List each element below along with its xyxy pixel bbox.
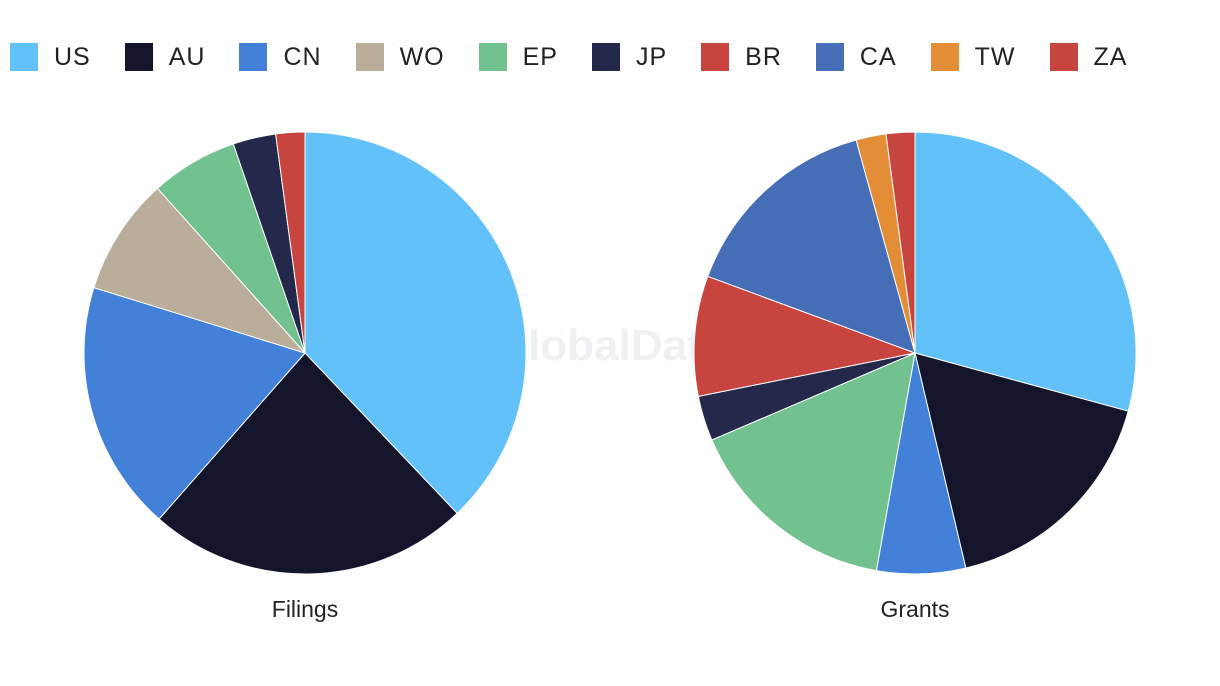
chart-legend: US AU CN WO EP JP BR CA TW ZA bbox=[10, 40, 1161, 74]
pie-slice-br bbox=[693, 275, 917, 397]
legend-swatch bbox=[239, 43, 268, 71]
pie-grants bbox=[693, 131, 1137, 575]
pie-slice-cn bbox=[83, 287, 306, 520]
pie-filings bbox=[83, 131, 527, 575]
legend-label: US bbox=[54, 42, 91, 71]
pie-slice-ca bbox=[707, 139, 916, 354]
pie-title-grants: Grants bbox=[880, 596, 949, 622]
pie-slice-au bbox=[914, 352, 1129, 569]
legend-swatch bbox=[591, 43, 620, 71]
legend-item-us: US bbox=[10, 43, 91, 72]
legend-item-cn: CN bbox=[239, 43, 321, 72]
pie-slice-za bbox=[885, 131, 916, 354]
legend-item-ca: CA bbox=[815, 42, 897, 72]
legend-label: EP bbox=[522, 42, 558, 71]
legend-swatch bbox=[930, 43, 959, 71]
legend-label: JP bbox=[635, 42, 668, 71]
pie-slice-za bbox=[275, 131, 306, 354]
legend-label: TW bbox=[974, 42, 1016, 71]
legend-label: CA bbox=[859, 42, 897, 71]
legend-label: WO bbox=[399, 42, 445, 71]
legend-item-ep: EP bbox=[478, 42, 558, 72]
pie-slice-us bbox=[914, 131, 1137, 412]
legend-label: AU bbox=[168, 42, 206, 71]
legend-item-jp: JP bbox=[591, 42, 668, 72]
legend-item-au: AU bbox=[124, 42, 206, 72]
watermark-text: GlobalData bbox=[494, 321, 727, 370]
legend-swatch bbox=[701, 43, 730, 71]
pie-title-filings: Filings bbox=[272, 596, 338, 622]
pie-slice-us bbox=[304, 131, 527, 515]
legend-item-br: BR bbox=[701, 43, 782, 72]
legend-item-wo: WO bbox=[355, 42, 445, 72]
pie-slice-wo bbox=[93, 187, 307, 355]
legend-swatch bbox=[124, 43, 153, 71]
legend-swatch bbox=[815, 43, 844, 71]
legend-swatch bbox=[478, 43, 507, 71]
legend-swatch bbox=[10, 43, 38, 71]
legend-label: BR bbox=[745, 42, 782, 71]
pie-slice-au bbox=[158, 352, 458, 575]
legend-label: CN bbox=[283, 42, 322, 71]
legend-label: ZA bbox=[1093, 42, 1128, 71]
legend-item-tw: TW bbox=[930, 42, 1016, 72]
pie-slice-ep bbox=[711, 352, 916, 572]
legend-swatch bbox=[355, 43, 384, 71]
legend-swatch bbox=[1049, 43, 1078, 71]
legend-item-za: ZA bbox=[1049, 42, 1128, 72]
